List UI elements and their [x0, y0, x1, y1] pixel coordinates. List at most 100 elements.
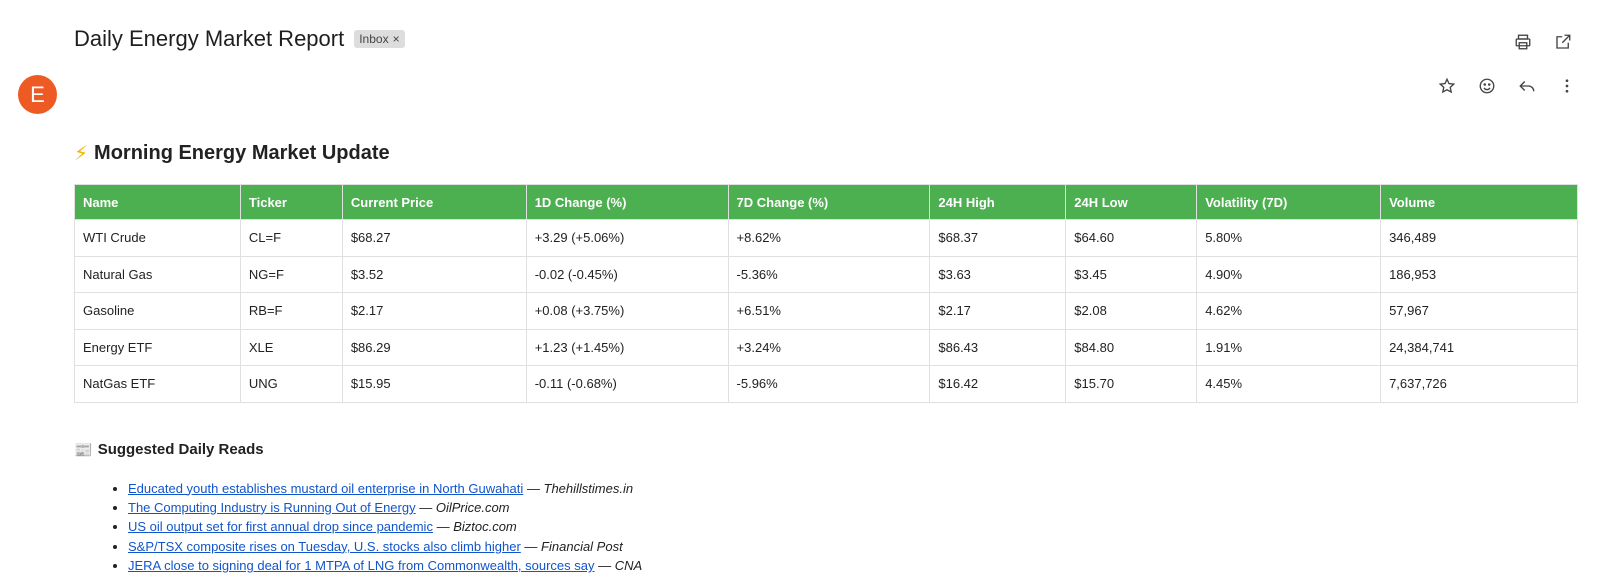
newspaper-icon: 📰 [74, 441, 93, 459]
reads-heading: 📰 Suggested Daily Reads [74, 441, 1578, 459]
table-cell: -5.36% [727, 255, 931, 293]
table-cell: +8.62% [727, 219, 931, 257]
table-cell: +1.23 (+1.45%) [525, 328, 729, 366]
article-link[interactable]: Educated youth establishes mustard oil e… [128, 480, 524, 496]
subject-row: Daily Energy Market Report Inbox × [74, 26, 405, 52]
table-cell: $3.52 [341, 255, 527, 293]
table-cell: 24,384,741 [1380, 328, 1578, 366]
article-source: OilPrice.com [435, 499, 510, 515]
table-header-cell: Volume [1380, 184, 1578, 220]
table-cell: 4.90% [1196, 255, 1382, 293]
table-cell: +3.24% [727, 328, 931, 366]
email-body: ⚡ Morning Energy Market Update Name Ticke… [74, 138, 1578, 576]
table-cell: $84.80 [1065, 328, 1198, 366]
star-icon[interactable] [1435, 74, 1459, 98]
list-item: JERA close to signing deal for 1 MTPA of… [128, 556, 1578, 575]
table-cell: $3.45 [1065, 255, 1198, 293]
list-item: US oil output set for first annual drop … [128, 517, 1578, 536]
reads-heading-text: Suggested Daily Reads [97, 441, 264, 458]
table-cell: $16.42 [929, 365, 1067, 403]
table-header-cell: 24H Low [1065, 184, 1198, 220]
table-header-cell: 7D Change (%) [727, 184, 931, 220]
emoji-icon[interactable] [1475, 74, 1499, 98]
label-chip-text: Inbox [359, 32, 389, 46]
open-in-new-icon[interactable] [1551, 30, 1575, 54]
table-header-row: Name Ticker Current Price 1D Change (%) 7D C… [74, 184, 1578, 220]
table-cell: $68.27 [341, 219, 527, 257]
list-item: S&P/TSX composite rises on Tuesday, U.S.… [128, 537, 1578, 556]
table-cell: Natural Gas [74, 255, 241, 293]
table-row: NatGas ETF UNG $15.95 -0.11 (-0.68%) -5.96% $… [74, 365, 1578, 403]
table-cell: 4.45% [1196, 365, 1382, 403]
table-cell: 346,489 [1380, 219, 1578, 257]
table-cell: UNG [239, 365, 343, 403]
reads-list: Educated youth establishes mustard oil e… [74, 479, 1578, 576]
table-cell: $3.63 [929, 255, 1067, 293]
table-header-cell: 1D Change (%) [525, 184, 729, 220]
table-header-cell: Current Price [341, 184, 527, 220]
table-cell: -0.11 (-0.68%) [525, 365, 729, 403]
table-cell: Energy ETF [74, 328, 241, 366]
article-source: CNA [614, 558, 643, 574]
table-cell: -5.96% [727, 365, 931, 403]
reply-icon[interactable] [1515, 74, 1539, 98]
table-cell: -0.02 (-0.45%) [525, 255, 729, 293]
article-source: Thehillstimes.in [543, 480, 634, 496]
separator: — [432, 519, 454, 535]
sender-avatar[interactable]: E [18, 75, 57, 114]
thread-actions [1511, 30, 1575, 54]
table-cell: +3.29 (+5.06%) [525, 219, 729, 257]
table-row: WTI Crude CL=F $68.27 +3.29 (+5.06%) +8.62% $… [74, 219, 1578, 257]
table-header-cell: 24H High [929, 184, 1067, 220]
email-subject: Daily Energy Market Report [74, 26, 345, 51]
table-cell: $86.43 [929, 328, 1067, 366]
table-cell: $2.17 [929, 292, 1067, 330]
table-cell: $15.70 [1065, 365, 1198, 403]
separator: — [520, 538, 542, 554]
table-cell: +0.08 (+3.75%) [525, 292, 729, 330]
print-icon[interactable] [1511, 30, 1535, 54]
table-cell: WTI Crude [74, 219, 241, 257]
table-header-cell: Volatility (7D) [1196, 184, 1382, 220]
report-heading-text: Morning Energy Market Update [94, 141, 390, 164]
table-cell: RB=F [239, 292, 343, 330]
table-cell: $68.37 [929, 219, 1067, 257]
article-link[interactable]: S&P/TSX composite rises on Tuesday, U.S.… [128, 538, 521, 554]
separator: — [415, 499, 436, 515]
table-cell: 57,967 [1380, 292, 1578, 330]
table-cell: CL=F [239, 219, 343, 257]
list-item: The Computing Industry is Running Out of… [128, 498, 1578, 517]
list-item: Educated youth establishes mustard oil e… [128, 479, 1578, 498]
table-cell: 1.91% [1196, 328, 1382, 366]
separator: — [594, 558, 615, 574]
table-header-cell: Name [74, 184, 241, 220]
article-link[interactable]: JERA close to signing deal for 1 MTPA of… [128, 558, 595, 574]
table-cell: NG=F [239, 255, 343, 293]
table-row: Energy ETF XLE $86.29 +1.23 (+1.45%) +3.24% $… [74, 328, 1578, 366]
table-cell: NatGas ETF [74, 365, 241, 403]
lightning-icon: ⚡ [74, 142, 89, 165]
article-link[interactable]: US oil output set for first annual drop … [128, 519, 433, 535]
table-cell: Gasoline [74, 292, 241, 330]
inbox-label-chip[interactable]: Inbox × [354, 30, 405, 48]
table-cell: 5.80% [1196, 219, 1382, 257]
article-link[interactable]: The Computing Industry is Running Out of… [128, 499, 416, 515]
table-row: Gasoline RB=F $2.17 +0.08 (+3.75%) +6.51% $2.… [74, 292, 1578, 330]
table-cell: +6.51% [727, 292, 931, 330]
table-cell: $2.08 [1065, 292, 1198, 330]
table-cell: 4.62% [1196, 292, 1382, 330]
table-cell: $2.17 [341, 292, 527, 330]
remove-label-icon[interactable]: × [392, 32, 400, 46]
table-cell: 186,953 [1380, 255, 1578, 293]
table-header-cell: Ticker [239, 184, 343, 220]
article-source: Biztoc.com [453, 519, 517, 535]
more-vert-icon[interactable] [1555, 74, 1579, 98]
table-cell: XLE [239, 328, 343, 366]
table-cell: $15.95 [341, 365, 527, 403]
message-actions [1435, 74, 1579, 98]
table-cell: 7,637,726 [1380, 365, 1578, 403]
market-table: Name Ticker Current Price 1D Change (%) 7D C… [74, 184, 1578, 403]
separator: — [523, 480, 544, 496]
table-cell: $86.29 [341, 328, 527, 366]
article-source: Financial Post [541, 538, 623, 554]
